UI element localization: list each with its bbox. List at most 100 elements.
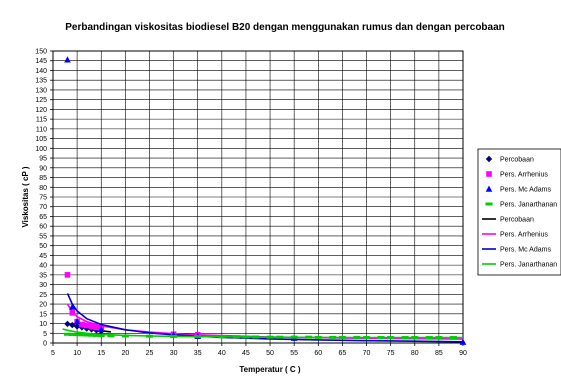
y-tick-label: 10	[39, 321, 47, 328]
data-point	[377, 336, 385, 340]
x-tick-label: 80	[411, 350, 419, 357]
data-point	[83, 322, 90, 329]
y-tick-label: 0	[43, 341, 47, 348]
series-markers-3	[63, 332, 457, 340]
legend-marker-swatch	[486, 171, 492, 177]
data-point	[353, 335, 361, 339]
data-point	[64, 272, 71, 278]
y-tick-label: 55	[39, 233, 47, 240]
data-point	[97, 325, 105, 333]
legend-entry: Pers. Arrhenius	[482, 232, 548, 239]
legend-label: Percobaan	[500, 217, 534, 224]
data-point	[78, 333, 86, 337]
legend-entry: Percobaan	[482, 217, 534, 224]
data-point	[194, 335, 202, 339]
x-tick-label: 25	[146, 350, 154, 357]
y-tick-label: 30	[39, 282, 47, 289]
legend-marker-swatch	[485, 202, 493, 206]
data-point	[121, 334, 129, 338]
x-tick-label: 40	[218, 350, 226, 357]
data-point	[459, 338, 467, 345]
data-point	[387, 336, 395, 340]
data-point	[145, 334, 153, 338]
data-point	[79, 321, 85, 328]
x-tick-label: 50	[266, 350, 274, 357]
y-tick-label: 140	[35, 68, 47, 75]
x-tick-label: 30	[170, 350, 178, 357]
data-point	[363, 336, 371, 340]
y-tick-label: 60	[39, 224, 47, 231]
data-point	[68, 303, 76, 310]
data-point	[411, 336, 419, 340]
data-point	[97, 334, 105, 338]
legend-label: Pers. Janarthanan	[500, 262, 557, 269]
y-tick-label: 100	[35, 146, 47, 153]
grid	[52, 50, 464, 344]
y-tick-label: 105	[35, 136, 47, 143]
y-tick-label: 35	[39, 272, 47, 279]
x-tick-label: 65	[339, 350, 347, 357]
y-tick-label: 20	[39, 302, 47, 309]
y-tick-label: 25	[39, 292, 47, 299]
y-tick-label: 15	[39, 311, 47, 318]
y-tick-label: 70	[39, 204, 47, 211]
data-point	[69, 321, 76, 329]
y-tick-label: 45	[39, 253, 47, 260]
y-tick-label: 80	[39, 185, 47, 192]
legend-entry: Pers. Janarthanan	[485, 202, 557, 209]
x-tick-label: 15	[97, 350, 105, 357]
y-tick-label: 110	[36, 126, 47, 133]
legend-label: Pers. Arrhenius	[500, 172, 548, 179]
legend-entry: Pers. Janarthanan	[482, 262, 557, 269]
y-tick-label: 130	[35, 87, 47, 94]
x-tick-label: 10	[73, 350, 81, 357]
data-point	[266, 335, 274, 339]
data-point	[401, 336, 409, 340]
series-layer	[62, 56, 467, 345]
x-tick-label: 70	[363, 350, 371, 357]
data-point	[63, 332, 71, 336]
legend-label: Pers. Janarthanan	[500, 202, 557, 209]
legend-label: Pers. Mc Adams	[500, 247, 551, 254]
legend-entry: Pers. Mc Adams	[485, 185, 551, 194]
data-point	[69, 310, 76, 316]
data-point	[107, 334, 115, 338]
data-point	[232, 335, 240, 339]
y-tick-label: 65	[39, 214, 47, 221]
legend-marker-swatch	[485, 185, 493, 192]
data-point	[218, 335, 226, 339]
x-tick-label: 60	[314, 350, 322, 357]
y-tick-label: 95	[39, 156, 47, 163]
data-point	[290, 335, 298, 339]
data-point	[64, 320, 71, 328]
x-axis-label: Temperatur ( C )	[239, 365, 301, 374]
x-tick-label: 20	[121, 350, 129, 357]
data-point	[435, 336, 443, 340]
legend-entry: Pers. Mc Adams	[482, 247, 551, 254]
axes: 0 5 10 15 20 25 30 35 40 45 50 55 60 65 70 75 80 85 90 95 10…	[35, 49, 467, 358]
y-tick-label: 135	[35, 78, 47, 85]
data-point	[314, 335, 322, 339]
data-point	[88, 333, 96, 337]
data-point	[329, 335, 337, 339]
y-tick-label: 150	[35, 49, 47, 56]
y-tick-label: 40	[39, 263, 47, 270]
legend-box	[477, 148, 561, 276]
x-tick-label: 55	[290, 350, 298, 357]
y-tick-label: 85	[39, 175, 47, 182]
legend-marker-swatch	[485, 155, 493, 163]
y-tick-label: 90	[39, 165, 47, 172]
legend-entry: Pers. Arrhenius	[486, 171, 548, 179]
legend-entry: Percobaan	[485, 155, 534, 164]
data-point	[73, 323, 81, 330]
y-tick-label: 5	[43, 331, 47, 338]
y-tick-label: 75	[39, 195, 47, 202]
y-axis-label: Viskositas ( cP )	[21, 166, 30, 227]
y-tick-label: 115	[36, 117, 47, 124]
data-point	[338, 335, 346, 339]
legend: Percobaan Pers. Arrhenius Pers. Mc Adams Pe…	[477, 148, 561, 276]
x-tick-label: 45	[242, 350, 250, 357]
data-point	[68, 332, 76, 336]
data-point	[64, 56, 71, 63]
data-point	[83, 333, 91, 337]
